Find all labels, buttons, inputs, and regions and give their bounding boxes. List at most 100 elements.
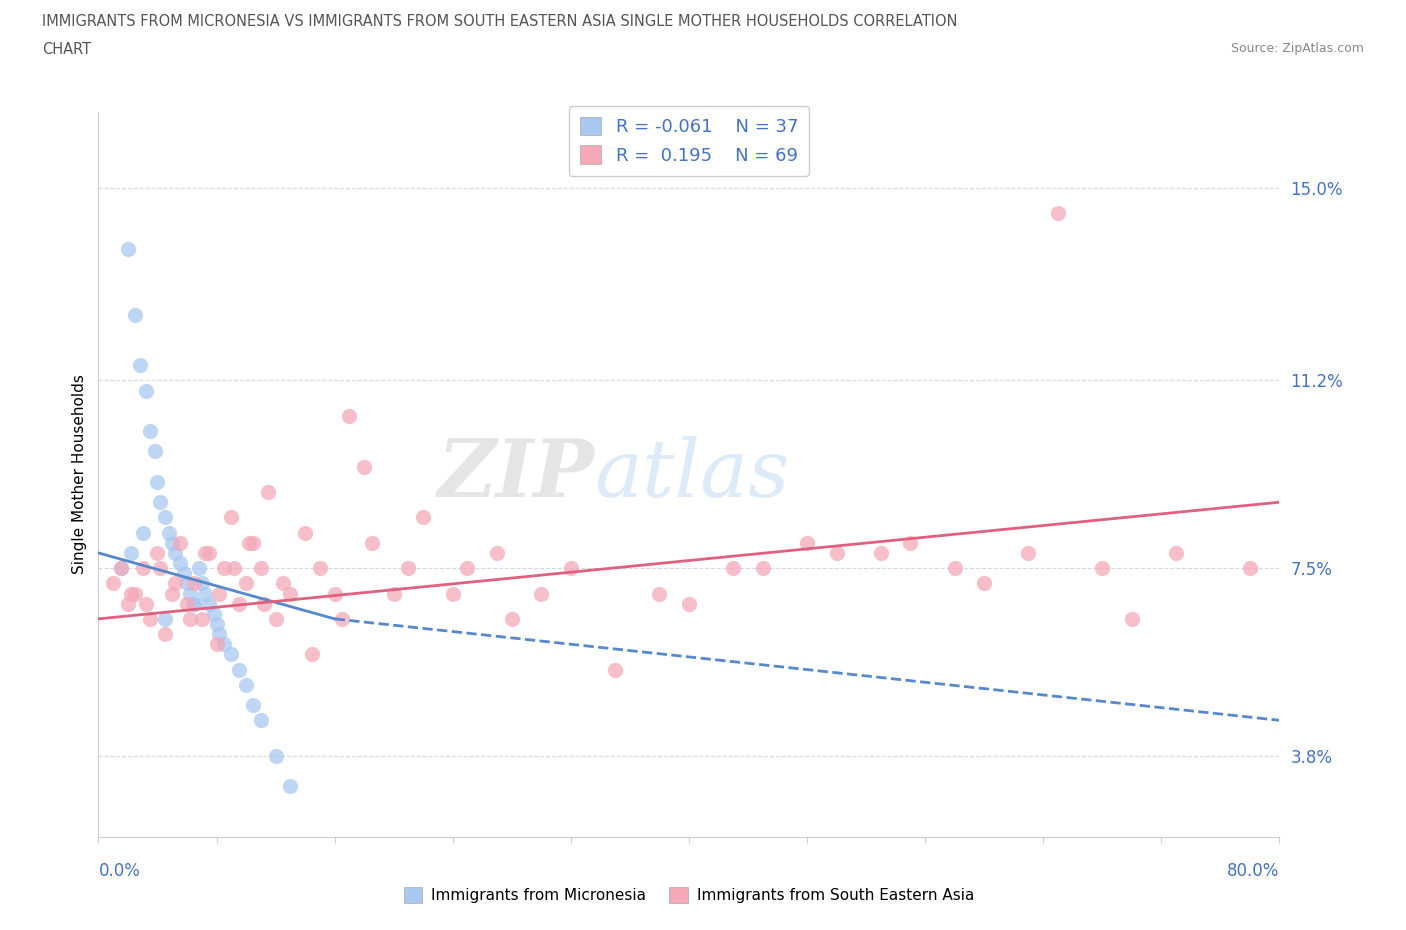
Point [124, 586, 146, 601]
Point [353, 459, 375, 474]
Point [560, 561, 582, 576]
Point [382, 586, 405, 601]
Point [280, 586, 302, 601]
Point [139, 611, 162, 626]
Point [212, 561, 235, 576]
Point [205, 637, 228, 652]
Point [149, 561, 172, 576]
Point [157, 525, 180, 540]
Text: ZIP: ZIP [437, 435, 595, 513]
Point [605, 662, 627, 677]
Point [723, 561, 745, 576]
Point [224, 561, 246, 576]
Point [149, 495, 172, 510]
Point [221, 510, 243, 525]
Point [796, 536, 818, 551]
Point [132, 525, 155, 540]
Point [264, 749, 287, 764]
Point [162, 536, 183, 551]
Point [173, 565, 195, 580]
Point [1018, 546, 1040, 561]
Point [250, 713, 273, 728]
Point [441, 586, 464, 601]
Point [973, 576, 995, 591]
Legend: Immigrants from Micronesia, Immigrants from South Eastern Asia: Immigrants from Micronesia, Immigrants f… [398, 881, 980, 910]
Point [457, 561, 479, 576]
Point [153, 510, 176, 525]
Point [117, 596, 139, 611]
Point [135, 596, 157, 611]
Point [825, 546, 848, 561]
Point [143, 444, 166, 458]
Point [1047, 206, 1070, 220]
Point [202, 606, 225, 621]
Point [135, 383, 157, 398]
Point [194, 586, 217, 601]
Point [120, 586, 142, 601]
Point [253, 596, 276, 611]
Point [183, 576, 205, 591]
Point [176, 596, 198, 611]
Point [162, 586, 183, 601]
Point [208, 586, 231, 601]
Point [501, 611, 523, 626]
Point [194, 546, 217, 561]
Point [165, 576, 187, 591]
Point [301, 647, 323, 662]
Point [169, 536, 191, 551]
Point [486, 546, 509, 561]
Point [257, 485, 280, 499]
Point [205, 617, 228, 631]
Point [271, 576, 294, 591]
Point [235, 576, 257, 591]
Point [330, 611, 353, 626]
Point [124, 307, 146, 322]
Point [183, 596, 205, 611]
Point [139, 424, 162, 439]
Point [412, 510, 434, 525]
Point [678, 596, 700, 611]
Point [339, 408, 361, 423]
Point [309, 561, 332, 576]
Point [1239, 561, 1261, 576]
Point [153, 627, 176, 642]
Point [146, 474, 169, 489]
Point [221, 647, 243, 662]
Point [187, 561, 209, 576]
Point [165, 546, 187, 561]
Point [183, 596, 205, 611]
Point [146, 546, 169, 561]
Point [238, 536, 260, 551]
Point [208, 627, 231, 642]
Point [242, 536, 264, 551]
Point [1166, 546, 1188, 561]
Point [870, 546, 893, 561]
Point [1091, 561, 1114, 576]
Point [153, 611, 176, 626]
Point [176, 576, 198, 591]
Point [943, 561, 966, 576]
Point [110, 561, 132, 576]
Point [228, 596, 250, 611]
Point [360, 536, 382, 551]
Point [198, 596, 221, 611]
Point [398, 561, 420, 576]
Point [179, 611, 201, 626]
Point [191, 611, 214, 626]
Point [198, 546, 221, 561]
Point [264, 611, 287, 626]
Point [752, 561, 775, 576]
Point [117, 241, 139, 256]
Text: atlas: atlas [595, 435, 790, 513]
Point [132, 561, 155, 576]
Point [900, 536, 922, 551]
Text: 80.0%: 80.0% [1227, 862, 1279, 881]
Point [212, 637, 235, 652]
Text: CHART: CHART [42, 42, 91, 57]
Point [191, 576, 214, 591]
Point [294, 525, 316, 540]
Text: Source: ZipAtlas.com: Source: ZipAtlas.com [1230, 42, 1364, 55]
Point [250, 561, 273, 576]
Point [110, 561, 132, 576]
Point [179, 586, 201, 601]
